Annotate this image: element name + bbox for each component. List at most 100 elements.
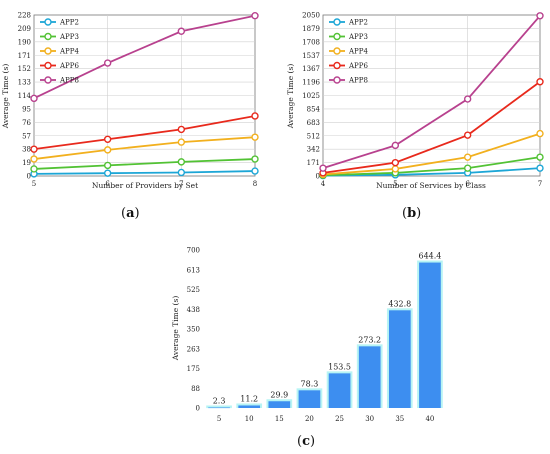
y-tick-label: 95 — [22, 105, 31, 113]
y-tick-label: 152 — [18, 65, 31, 73]
data-point-app8 — [251, 12, 259, 20]
y-tick-label: 1367 — [302, 65, 320, 73]
y-tick-label: 171 — [18, 52, 31, 60]
y-tick-label: 114 — [18, 92, 32, 100]
data-point-app2 — [103, 169, 112, 177]
bar — [358, 346, 381, 408]
legend-swatch-marker — [333, 32, 341, 41]
chart-b-xticks: 4 5 6 7 — [321, 180, 542, 188]
y-tick-label: 350 — [187, 326, 200, 334]
chart-a-series — [30, 12, 259, 178]
data-point-app8 — [391, 141, 400, 150]
y-tick-label: 1196 — [302, 79, 320, 87]
data-point-app4 — [30, 155, 38, 163]
chart-c-labels: 2.3 11.2 29.9 78.3 153.5 273.2 432.8 644.4 — [213, 252, 442, 406]
data-point-app4 — [536, 129, 544, 138]
legend-label: APP8 — [348, 77, 368, 85]
series-line-app2 — [322, 167, 541, 177]
y-tick-label: 1708 — [302, 38, 320, 46]
x-tick-label: 5 — [32, 180, 36, 188]
caption-c: (c) — [297, 434, 316, 449]
x-tick-label: 35 — [395, 415, 404, 423]
series-line-app6 — [33, 115, 256, 151]
x-tick-label: 30 — [365, 415, 374, 423]
data-point-app6 — [463, 131, 472, 139]
data-point-app4 — [103, 146, 112, 154]
y-tick-label: 175 — [187, 365, 200, 373]
y-tick-label: 1879 — [302, 25, 320, 33]
data-point-app6 — [391, 158, 400, 167]
chart-a: 0 19 38 57 76 95 114 133 152 171 190 209 228 5 6 7 8 AP… — [1, 12, 259, 190]
chart-a-yticks: 0 19 38 57 76 95 114 133 152 171 190 209 228 — [18, 12, 32, 181]
data-point-app4 — [251, 133, 259, 141]
legend-swatch-marker — [333, 61, 341, 70]
chart-c-xticks: 5 10 15 20 25 30 35 40 — [217, 415, 435, 423]
data-point-app8 — [30, 94, 38, 103]
data-point-app2 — [536, 164, 544, 172]
legend-swatch-marker — [44, 76, 52, 84]
bar — [388, 310, 411, 408]
legend-label: APP2 — [59, 19, 79, 27]
y-tick-label: 19 — [22, 159, 31, 167]
bar-value-label: 29.9 — [270, 390, 288, 399]
data-point-app8 — [177, 27, 186, 35]
bar — [208, 407, 230, 409]
bar-value-label: 11.2 — [240, 394, 258, 403]
chart-a-xlabel: Number of Providers by Set — [92, 181, 198, 190]
data-point-app3 — [30, 165, 38, 173]
series-line-app3 — [322, 156, 541, 177]
data-point-app3 — [463, 164, 472, 172]
data-point-app3 — [177, 158, 186, 166]
x-tick-label: 20 — [305, 415, 314, 423]
bar — [328, 373, 351, 408]
chart-c-yticks: 0 88 175 263 350 438 525 613 700 — [187, 247, 200, 413]
y-tick-label: 0 — [196, 405, 200, 413]
bar-value-label: 273.2 — [358, 335, 381, 344]
chart-b-legend: APP2 APP3 APP4 APP6 APP8 — [329, 18, 368, 85]
y-tick-label: 1537 — [302, 52, 320, 60]
x-tick-label: 25 — [335, 415, 344, 423]
bar — [268, 401, 291, 408]
y-tick-label: 1025 — [302, 92, 320, 100]
chart-c-bars — [206, 260, 443, 409]
series-line-app8 — [322, 15, 541, 170]
legend-swatch-marker — [44, 18, 52, 26]
legend-label: APP3 — [348, 33, 368, 41]
series-line-app3 — [33, 158, 256, 170]
x-tick-label: 4 — [321, 180, 326, 188]
chart-b-yticks: 0 171 342 512 683 854 1025 1196 1367 1537 1708 1879… — [302, 12, 320, 181]
y-tick-label: 190 — [18, 38, 31, 46]
x-tick-label: 40 — [425, 415, 434, 423]
bar — [298, 390, 321, 408]
y-tick-label: 0 — [27, 173, 31, 181]
data-point-app3 — [536, 153, 544, 161]
x-tick-label: 5 — [393, 180, 397, 188]
y-tick-label: 512 — [307, 132, 320, 140]
y-tick-label: 683 — [307, 119, 320, 127]
chart-b-ylabel: Average Time (s) — [286, 64, 295, 130]
chart-a-legend: APP2 APP3 APP4 APP6 APP8 — [40, 18, 79, 85]
y-tick-label: 700 — [187, 247, 200, 255]
chart-b: 0 171 342 512 683 854 1025 1196 1367 1537 1708 1879… — [286, 12, 544, 190]
chart-b-series — [319, 12, 544, 180]
series-line-app6 — [322, 81, 541, 174]
x-tick-label: 15 — [275, 415, 284, 423]
data-point-app4 — [463, 153, 472, 161]
legend-swatch-marker — [333, 18, 341, 26]
data-point-app4 — [177, 138, 186, 146]
x-tick-label: 6 — [465, 180, 470, 188]
bar — [238, 405, 261, 408]
legend-label: APP3 — [59, 33, 79, 41]
legend-swatch-marker — [44, 61, 52, 70]
y-tick-label: 854 — [307, 105, 321, 113]
series-line-app2 — [33, 170, 256, 175]
y-tick-label: 38 — [22, 146, 31, 154]
x-tick-label: 10 — [245, 415, 254, 423]
data-point-app2 — [251, 167, 259, 175]
y-tick-label: 57 — [22, 132, 31, 140]
data-point-app6 — [251, 112, 259, 120]
x-tick-label: 5 — [217, 415, 221, 423]
bar-value-label: 432.8 — [388, 299, 411, 308]
legend-swatch-marker — [333, 76, 341, 84]
chart-c-ylabel: Average Time (s) — [171, 296, 180, 362]
